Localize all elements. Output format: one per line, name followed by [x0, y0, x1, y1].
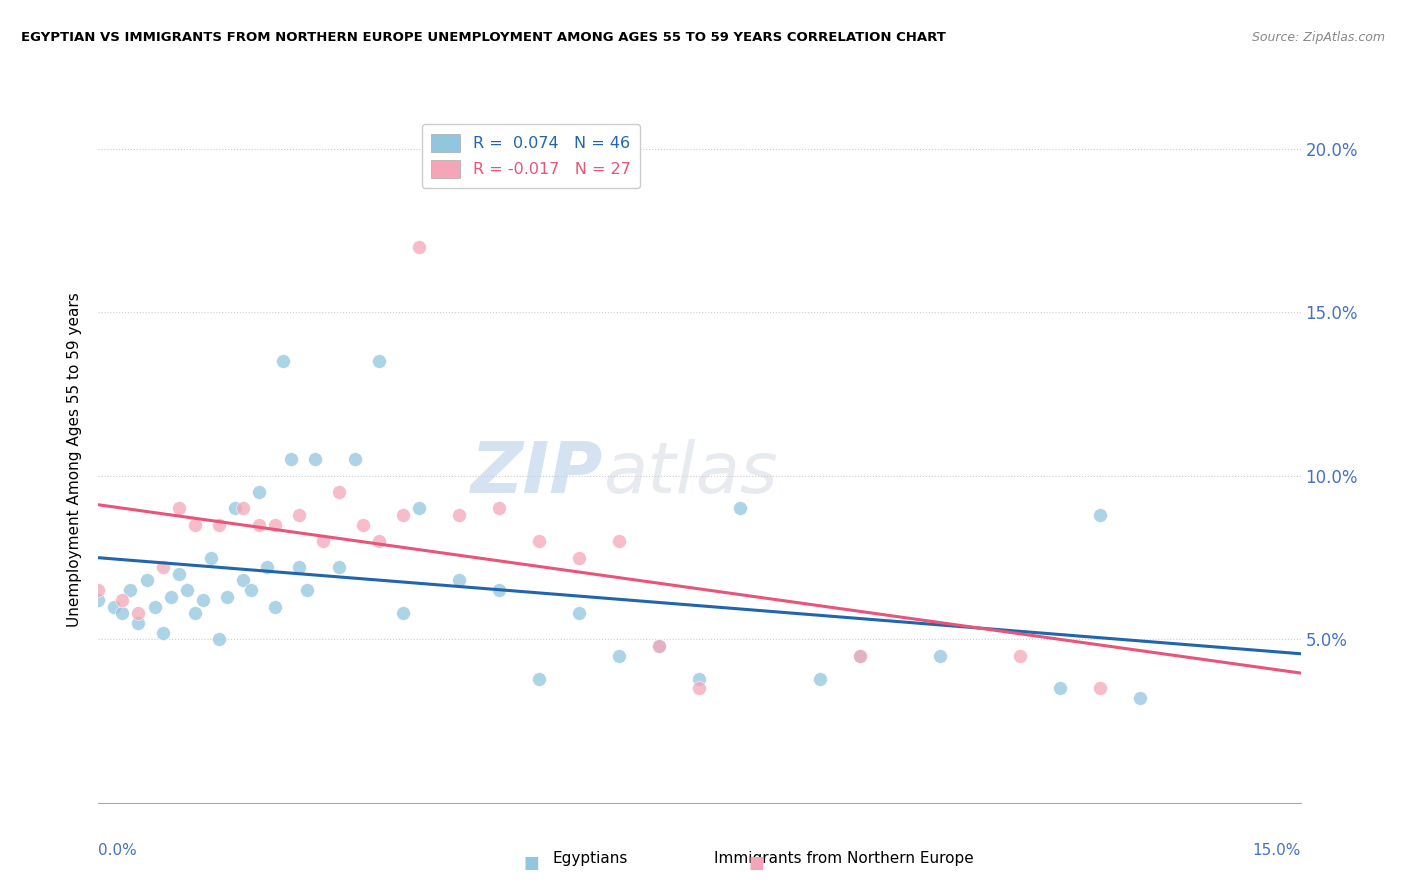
- Point: [288, 560, 311, 574]
- Point: [849, 648, 872, 663]
- Point: [529, 672, 551, 686]
- Point: [135, 574, 157, 588]
- Point: [152, 560, 174, 574]
- Point: [232, 574, 254, 588]
- Point: [1010, 648, 1032, 663]
- Point: [568, 606, 591, 620]
- Point: [111, 593, 134, 607]
- Text: ZIP: ZIP: [471, 439, 603, 508]
- Point: [208, 632, 231, 647]
- Point: [368, 534, 391, 549]
- Point: [689, 681, 711, 696]
- Text: atlas: atlas: [603, 439, 778, 508]
- Point: [1049, 681, 1071, 696]
- Point: [849, 648, 872, 663]
- Point: [176, 583, 198, 598]
- Point: [167, 501, 190, 516]
- Point: [143, 599, 166, 614]
- Text: Egyptians: Egyptians: [553, 852, 628, 866]
- Point: [304, 452, 326, 467]
- Point: [200, 550, 222, 565]
- Point: [648, 639, 671, 653]
- Point: [280, 452, 302, 467]
- Text: 0.0%: 0.0%: [98, 843, 138, 858]
- Point: [568, 550, 591, 565]
- Text: Immigrants from Northern Europe: Immigrants from Northern Europe: [714, 852, 973, 866]
- Point: [295, 583, 318, 598]
- Point: [120, 583, 142, 598]
- Point: [256, 560, 278, 574]
- Point: [263, 517, 285, 532]
- Point: [343, 452, 366, 467]
- Text: ■: ■: [748, 855, 765, 872]
- Point: [368, 354, 391, 368]
- Point: [239, 583, 262, 598]
- Point: [152, 625, 174, 640]
- Point: [288, 508, 311, 522]
- Point: [111, 606, 134, 620]
- Point: [352, 517, 374, 532]
- Point: [191, 593, 214, 607]
- Point: [183, 517, 205, 532]
- Point: [263, 599, 285, 614]
- Text: 15.0%: 15.0%: [1253, 843, 1301, 858]
- Point: [312, 534, 335, 549]
- Point: [929, 648, 952, 663]
- Point: [392, 508, 415, 522]
- Point: [728, 501, 751, 516]
- Text: Source: ZipAtlas.com: Source: ZipAtlas.com: [1251, 31, 1385, 45]
- Point: [167, 566, 190, 581]
- Point: [247, 517, 270, 532]
- Text: EGYPTIAN VS IMMIGRANTS FROM NORTHERN EUROPE UNEMPLOYMENT AMONG AGES 55 TO 59 YEA: EGYPTIAN VS IMMIGRANTS FROM NORTHERN EUR…: [21, 31, 946, 45]
- Point: [447, 574, 470, 588]
- Point: [1088, 508, 1111, 522]
- Point: [488, 501, 510, 516]
- Point: [103, 599, 125, 614]
- Point: [271, 354, 294, 368]
- Point: [232, 501, 254, 516]
- Y-axis label: Unemployment Among Ages 55 to 59 years: Unemployment Among Ages 55 to 59 years: [67, 292, 83, 627]
- Point: [215, 590, 238, 604]
- Point: [648, 639, 671, 653]
- Point: [224, 501, 246, 516]
- Point: [609, 534, 631, 549]
- Point: [159, 590, 181, 604]
- Point: [408, 240, 430, 254]
- Point: [689, 672, 711, 686]
- Point: [392, 606, 415, 620]
- Point: [1129, 691, 1152, 706]
- Point: [128, 606, 150, 620]
- Text: ■: ■: [523, 855, 540, 872]
- Point: [447, 508, 470, 522]
- Point: [408, 501, 430, 516]
- Point: [808, 672, 831, 686]
- Point: [609, 648, 631, 663]
- Point: [183, 606, 205, 620]
- Point: [529, 534, 551, 549]
- Point: [128, 615, 150, 630]
- Point: [208, 517, 231, 532]
- Point: [87, 593, 110, 607]
- Point: [1088, 681, 1111, 696]
- Point: [488, 583, 510, 598]
- Point: [87, 583, 110, 598]
- Point: [247, 485, 270, 500]
- Point: [328, 560, 350, 574]
- Point: [328, 485, 350, 500]
- Legend: R =  0.074   N = 46, R = -0.017   N = 27: R = 0.074 N = 46, R = -0.017 N = 27: [422, 124, 641, 188]
